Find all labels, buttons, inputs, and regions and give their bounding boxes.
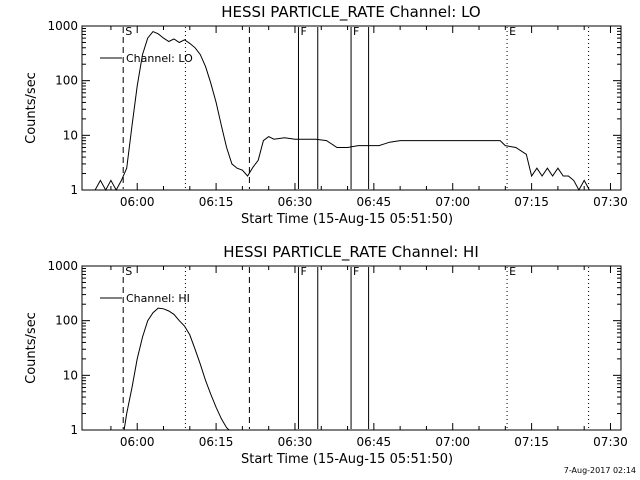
hi-plot-frame: [81, 265, 622, 431]
y-tick-label: 1000: [47, 19, 78, 33]
lo-y-axis-label: Counts/sec: [24, 72, 39, 144]
y-tick-label: 100: [55, 74, 78, 88]
y-tick-label: 10: [63, 128, 78, 142]
x-tick-label: 06:00: [120, 195, 155, 209]
y-tick-label: 1: [70, 183, 78, 197]
marker-label: F: [353, 25, 359, 38]
lo-axis-ticks: 06:00 06:15 06:30 06:45 07:00 07:15 07:30 1 10 10…: [47, 19, 627, 209]
series-line: [94, 30, 590, 192]
marker-label: F: [353, 265, 359, 278]
marker-label: S: [125, 265, 132, 278]
hi-axis-ticks: 06:00 06:15 06:30 06:45 07:00 07:15 07:30 1 10 10…: [47, 259, 627, 449]
y-tick-label: 1000: [47, 259, 78, 273]
marker-label: E: [509, 25, 516, 38]
x-tick-label: 06:00: [120, 435, 155, 449]
x-tick-label: 06:30: [278, 195, 313, 209]
lo-legend-label: Channel: LO: [126, 52, 193, 65]
lo-chart-title: HESSI PARTICLE_RATE Channel: LO: [221, 3, 480, 22]
x-tick-label: 07:30: [593, 195, 628, 209]
x-tick-label: 06:30: [278, 435, 313, 449]
generation-timestamp: 7-Aug-2017 02:14: [564, 466, 636, 475]
marker-label: S: [125, 25, 132, 38]
lo-channel-panel: HESSI PARTICLE_RATE Channel: LO S F F E 06:…: [24, 3, 628, 227]
marker-label: F: [300, 25, 306, 38]
x-tick-label: 06:45: [357, 195, 392, 209]
x-tick-label: 07:00: [435, 195, 470, 209]
hi-x-axis-label: Start Time (15-Aug-15 05:51:50): [241, 452, 453, 467]
hi-legend: Channel: HI: [100, 292, 190, 305]
hi-channel-panel: HESSI PARTICLE_RATE Channel: HI S F F E 06:…: [24, 243, 628, 467]
y-tick-label: 10: [63, 368, 78, 382]
y-tick-label: 1: [70, 423, 78, 437]
marker-label: E: [509, 265, 516, 278]
x-tick-label: 06:15: [199, 435, 234, 449]
lo-legend: Channel: LO: [100, 52, 193, 65]
x-tick-label: 06:15: [199, 195, 234, 209]
hi-y-axis-label: Counts/sec: [24, 312, 39, 384]
lo-x-axis-label: Start Time (15-Aug-15 05:51:50): [241, 212, 453, 227]
lo-plot-frame: [81, 25, 622, 191]
x-tick-label: 07:15: [514, 195, 549, 209]
x-tick-label: 07:00: [435, 435, 470, 449]
series-line: [123, 307, 230, 431]
x-tick-label: 07:15: [514, 435, 549, 449]
y-tick-label: 100: [55, 314, 78, 328]
hi-series: [123, 307, 230, 431]
x-tick-label: 07:30: [593, 435, 628, 449]
marker-label: F: [300, 265, 306, 278]
hi-chart-title: HESSI PARTICLE_RATE Channel: HI: [223, 243, 479, 262]
lo-series: [94, 30, 590, 192]
hi-legend-label: Channel: HI: [126, 292, 190, 305]
x-tick-label: 06:45: [357, 435, 392, 449]
